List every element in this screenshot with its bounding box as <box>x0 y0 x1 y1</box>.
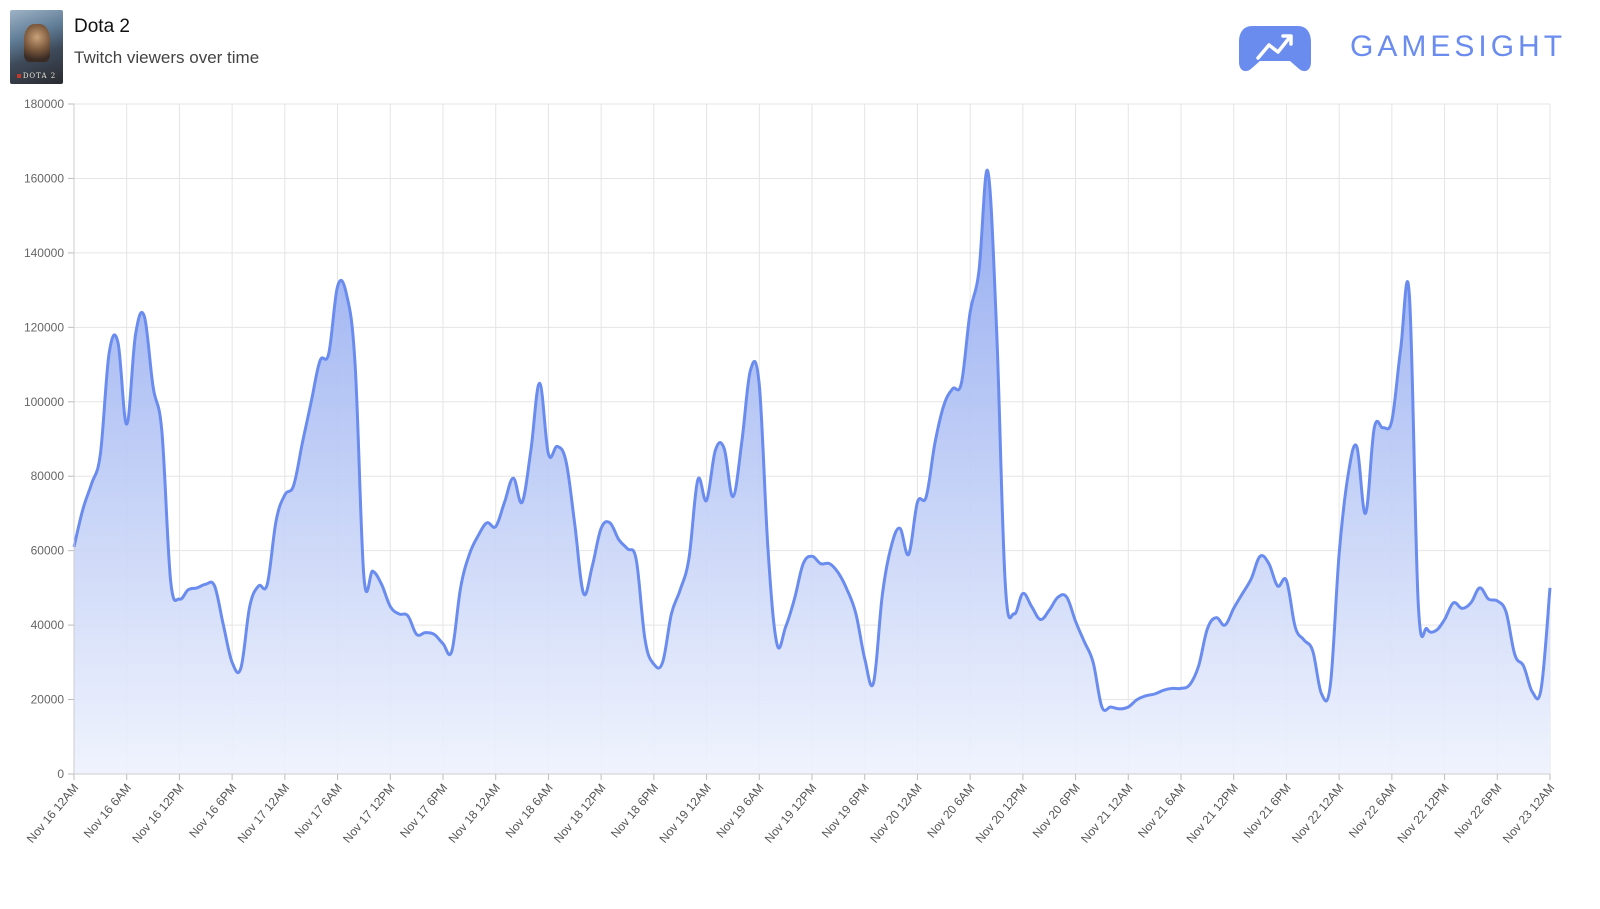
x-tick-label: Nov 21 12PM <box>1184 781 1241 846</box>
x-tick-label: Nov 17 12PM <box>340 781 397 846</box>
y-tick-label: 160000 <box>24 171 64 185</box>
game-cover-figure <box>24 24 50 62</box>
dota-mark-icon <box>16 74 21 78</box>
x-tick-label: Nov 22 12PM <box>1394 781 1451 846</box>
x-tick-label: Nov 16 12AM <box>24 781 81 846</box>
viewers-area-fill <box>74 170 1550 775</box>
y-tick-label: 80000 <box>31 469 65 483</box>
chart-subtitle: Twitch viewers over time <box>74 48 260 67</box>
y-tick-label: 140000 <box>24 246 64 260</box>
y-tick-label: 20000 <box>31 693 65 707</box>
y-tick-label: 0 <box>57 767 64 781</box>
y-tick-label: 120000 <box>24 320 64 334</box>
x-tick-label: Nov 17 6AM <box>292 781 345 841</box>
x-tick-label: Nov 19 12AM <box>656 781 713 846</box>
x-tick-label: Nov 17 12AM <box>235 781 292 846</box>
x-tick-label: Nov 22 6PM <box>1451 781 1504 841</box>
game-cover-thumbnail: DOTA 2 <box>10 10 63 84</box>
game-title: Dota 2 <box>74 16 130 37</box>
x-tick-label: Nov 21 12AM <box>1078 781 1135 846</box>
x-tick-label: Nov 19 6PM <box>819 781 872 841</box>
x-tick-label: Nov 16 6AM <box>81 781 134 841</box>
x-tick-label: Nov 21 6AM <box>1135 781 1188 841</box>
y-tick-label: 60000 <box>31 544 65 558</box>
x-tick-label: Nov 20 6PM <box>1030 781 1083 841</box>
x-tick-label: Nov 19 12PM <box>762 781 819 846</box>
x-tick-label: Nov 20 6AM <box>924 781 977 841</box>
viewers-area-chart: 0 20000 40000 60000 80000 100000 120000 140000 1… <box>24 97 1557 846</box>
x-tick-label: Nov 16 12PM <box>129 781 186 846</box>
x-tick-label: Nov 22 12AM <box>1289 781 1346 846</box>
y-tick-label: 100000 <box>24 395 64 409</box>
game-cover-wordmark: DOTA 2 <box>10 72 63 80</box>
game-cover-text: DOTA 2 <box>22 72 57 80</box>
viewers-series-line <box>72 168 1552 712</box>
y-tick-label: 180000 <box>24 97 64 111</box>
x-tick-label: Nov 18 6AM <box>503 781 556 841</box>
x-tick-label: Nov 20 12PM <box>973 781 1030 846</box>
x-tick-label: Nov 16 6PM <box>186 781 239 841</box>
brand-logo: GAMESIGHT <box>1238 20 1562 80</box>
x-tick-label: Nov 18 12AM <box>446 781 503 846</box>
gamepad-trend-icon <box>1239 26 1311 72</box>
x-tick-label: Nov 18 12PM <box>551 781 608 846</box>
y-tick-label: 40000 <box>31 618 65 632</box>
x-tick-label: Nov 23 12AM <box>1500 781 1557 846</box>
x-tick-label: Nov 19 6AM <box>713 781 766 841</box>
x-tick-label: Nov 18 6PM <box>608 781 661 841</box>
x-tick-label: Nov 21 6PM <box>1241 781 1294 841</box>
x-tick-label: Nov 22 6AM <box>1346 781 1399 841</box>
x-tick-label: Nov 17 6PM <box>397 781 450 841</box>
brand-wordmark: GAMESIGHT <box>1350 30 1567 63</box>
x-tick-label: Nov 20 12AM <box>867 781 924 846</box>
chart-header: DOTA 2 Dota 2 Twitch viewers over time G… <box>0 0 1600 92</box>
